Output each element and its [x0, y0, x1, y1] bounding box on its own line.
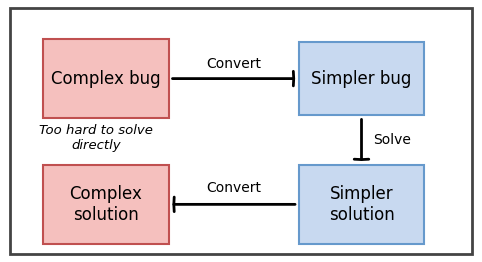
- Text: Complex bug: Complex bug: [51, 70, 161, 88]
- Bar: [299, 42, 424, 115]
- Text: Convert: Convert: [206, 181, 261, 195]
- Text: Solve: Solve: [374, 133, 412, 147]
- Text: Convert: Convert: [206, 57, 261, 71]
- Bar: [43, 39, 169, 118]
- Bar: [299, 165, 424, 244]
- Text: Too hard to solve
directly: Too hard to solve directly: [40, 124, 153, 151]
- Bar: [43, 165, 169, 244]
- Text: Complex
solution: Complex solution: [69, 185, 143, 224]
- Text: Simpler
solution: Simpler solution: [329, 185, 394, 224]
- Text: Simpler bug: Simpler bug: [311, 70, 412, 88]
